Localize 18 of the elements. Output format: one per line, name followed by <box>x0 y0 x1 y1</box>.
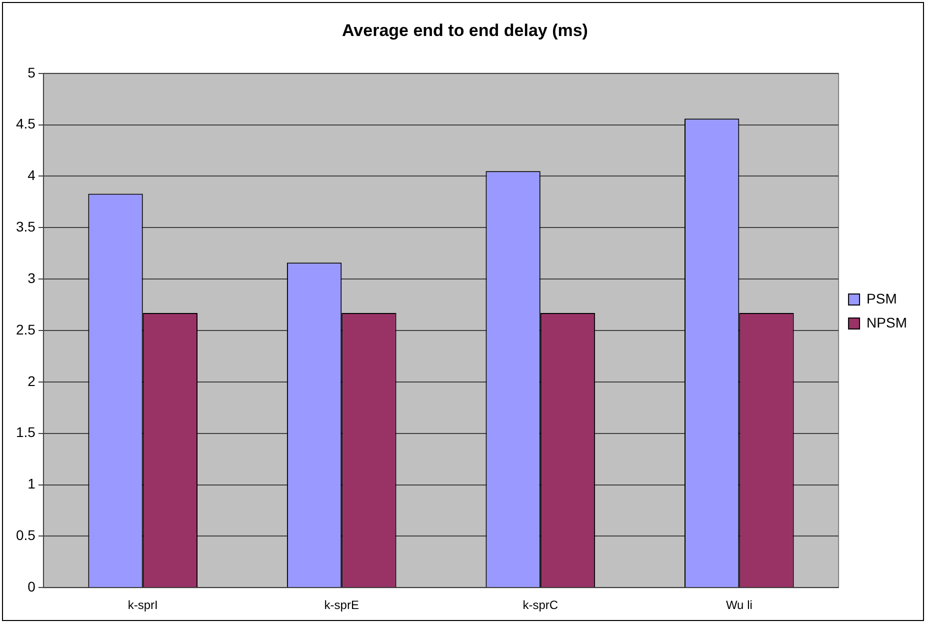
y-tick-label: 1.5 <box>16 424 36 440</box>
y-tick-label: 0 <box>28 578 36 594</box>
y-tick-label: 3.5 <box>16 218 36 235</box>
y-tick-label: 2 <box>28 372 36 389</box>
y-tick-label: 3 <box>28 270 36 286</box>
y-tick-label: 5 <box>28 64 36 80</box>
chart-title: Average end to end delay (ms) <box>342 20 588 40</box>
y-tick-label: 2.5 <box>16 321 36 338</box>
y-tick-label: 4.5 <box>16 116 36 132</box>
x-tick-label: k-sprC <box>522 598 558 612</box>
x-tick-label: Wu li <box>726 598 752 612</box>
y-tick-label: 1 <box>28 476 36 492</box>
x-tick-label: k-sprI <box>128 598 158 612</box>
legend-label: NPSM <box>866 314 908 330</box>
legend-label: PSM <box>866 290 897 306</box>
y-tick-label: 4 <box>28 167 36 184</box>
x-tick-label: k-sprE <box>324 598 359 612</box>
y-tick-label: 0.5 <box>16 527 36 544</box>
